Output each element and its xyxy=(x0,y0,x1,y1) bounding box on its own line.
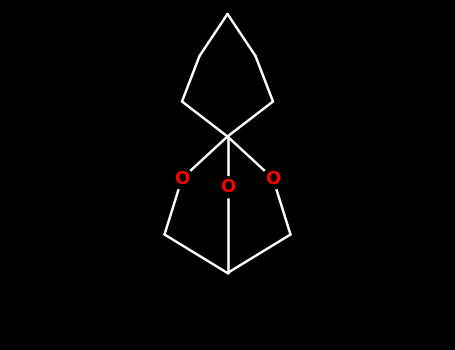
Text: O: O xyxy=(265,169,281,188)
Text: O: O xyxy=(174,169,190,188)
Circle shape xyxy=(263,168,283,189)
Text: O: O xyxy=(220,178,235,196)
Circle shape xyxy=(172,168,192,189)
Circle shape xyxy=(217,177,238,198)
